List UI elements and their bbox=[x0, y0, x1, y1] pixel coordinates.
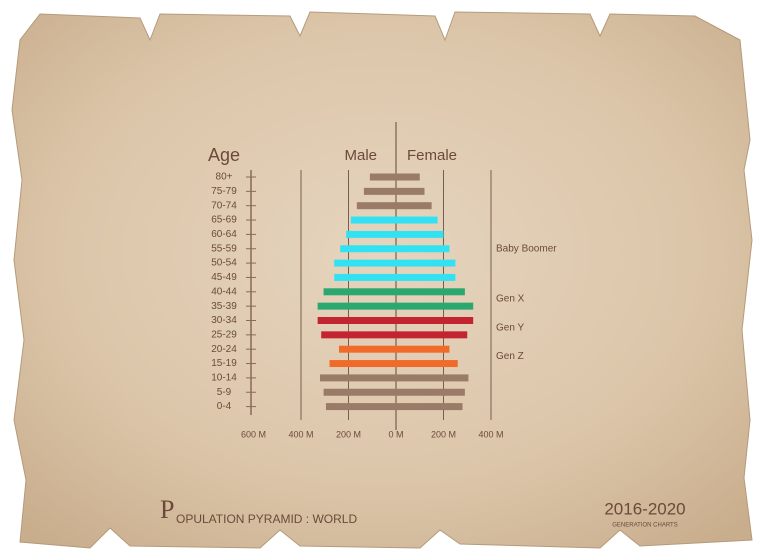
bar bbox=[396, 374, 469, 382]
x-tick-label: 400 M bbox=[478, 429, 503, 439]
y-tick-label: 35-39 bbox=[211, 301, 237, 312]
bar bbox=[396, 388, 465, 396]
y-tick-label: 40-44 bbox=[211, 286, 237, 297]
x-tick-label: 400 M bbox=[288, 429, 313, 439]
bar bbox=[325, 403, 396, 411]
y-tick-label: 20-24 bbox=[211, 344, 237, 355]
bar bbox=[396, 331, 468, 339]
y-tick-label: 65-69 bbox=[211, 215, 237, 226]
bar bbox=[396, 202, 432, 210]
bar bbox=[329, 360, 396, 368]
bar bbox=[340, 245, 396, 253]
bar bbox=[356, 202, 396, 210]
y-tick-label: 5-9 bbox=[217, 387, 232, 398]
bar bbox=[334, 259, 396, 267]
annotation: Baby Boomer bbox=[496, 243, 557, 254]
y-tick-label: 25-29 bbox=[211, 329, 237, 340]
y-axis-title: Age bbox=[208, 145, 240, 165]
y-tick-label: 15-19 bbox=[211, 358, 237, 369]
bar bbox=[396, 403, 463, 411]
bar bbox=[363, 187, 396, 195]
bar bbox=[323, 388, 396, 396]
annotation: Gen X bbox=[496, 294, 525, 305]
annotation: Gen Z bbox=[496, 351, 524, 362]
y-tick-label: 55-59 bbox=[211, 243, 237, 254]
y-tick-label: 60-64 bbox=[211, 229, 237, 240]
bar bbox=[396, 302, 474, 310]
bar bbox=[396, 345, 450, 353]
bar bbox=[317, 317, 396, 324]
bar bbox=[396, 187, 425, 195]
y-tick-label: 45-49 bbox=[211, 272, 237, 283]
chart-title: OPULATION PYRAMID : WORLD bbox=[176, 512, 357, 526]
caption: GENERATION CHARTS bbox=[612, 523, 677, 529]
bar bbox=[396, 317, 474, 324]
bar bbox=[396, 216, 438, 224]
bar bbox=[317, 302, 396, 310]
bar bbox=[396, 245, 450, 253]
bar bbox=[396, 173, 420, 181]
legend-male: Male bbox=[344, 147, 377, 164]
bar bbox=[369, 173, 396, 181]
bar bbox=[334, 273, 396, 281]
y-tick-label: 75-79 bbox=[211, 186, 237, 197]
y-tick-label: 0-4 bbox=[217, 401, 232, 412]
bar bbox=[396, 360, 458, 368]
bar bbox=[396, 259, 456, 267]
bar bbox=[350, 216, 396, 224]
annotation: Gen Y bbox=[496, 322, 524, 333]
x-tick-label: 600 M bbox=[241, 429, 266, 439]
bar bbox=[396, 288, 465, 296]
bar bbox=[396, 273, 456, 281]
title-initial: P bbox=[160, 495, 174, 524]
x-tick-label: 200 M bbox=[431, 429, 456, 439]
bar bbox=[321, 331, 396, 339]
x-tick-label: 0 M bbox=[388, 429, 403, 439]
bar bbox=[396, 230, 444, 238]
bar bbox=[323, 288, 396, 296]
x-tick-label: 200 M bbox=[336, 429, 361, 439]
bar bbox=[320, 374, 396, 382]
y-tick-label: 80+ bbox=[216, 172, 233, 183]
y-tick-label: 70-74 bbox=[211, 200, 237, 211]
legend-female: Female bbox=[407, 147, 457, 164]
y-tick-label: 30-34 bbox=[211, 315, 237, 326]
y-tick-label: 50-54 bbox=[211, 258, 237, 269]
y-tick-label: 10-14 bbox=[211, 373, 237, 384]
bar bbox=[339, 345, 396, 353]
bar bbox=[346, 230, 396, 238]
subtitle: 2016-2020 bbox=[604, 499, 685, 518]
